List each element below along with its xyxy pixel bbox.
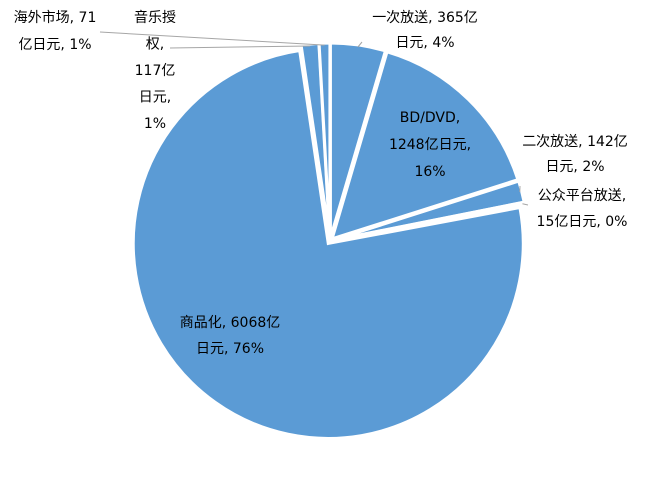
pie-slice [131,48,525,440]
data-label: 117亿 [135,63,176,79]
data-label: 日元, 2% [545,159,604,175]
data-label: 1% [144,116,166,132]
data-label: 16% [414,164,445,180]
data-label: 海外市场, 71 [14,9,97,26]
data-label: 15亿日元, 0% [537,214,628,230]
pie-slice [329,49,520,242]
data-label: BD/DVD, [400,110,460,126]
data-label: 一次放送, 365亿 [372,10,478,26]
data-label: 1248亿日元, [389,137,471,153]
data-label: 日元, 76% [196,341,264,357]
leader-line [522,203,529,206]
data-label: 音乐授 [134,9,176,26]
data-label: 日元, [139,90,171,106]
leader-line [357,41,363,48]
data-label: 二次放送, 142亿 [522,134,628,150]
leader-line [99,31,325,46]
data-label: 商品化, 6068亿 [180,315,281,331]
data-label: 日元, 4% [395,35,454,51]
leader-line [169,45,311,49]
pie-slice [317,41,332,239]
data-label: 公众平台放送, [538,188,626,204]
data-label: 亿日元, 1% [18,37,91,53]
data-label: 权, [146,37,164,53]
